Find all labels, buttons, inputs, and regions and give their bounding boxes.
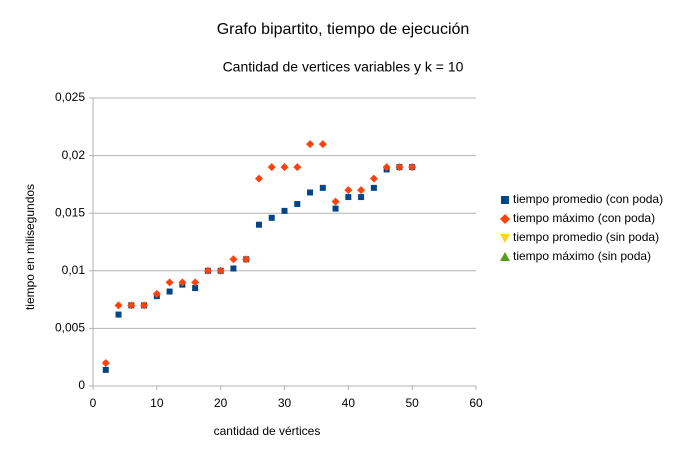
data-point <box>369 174 378 183</box>
data-point <box>395 163 404 172</box>
y-tick-label: 0 <box>78 378 85 392</box>
legend-label: tiempo promedio (sin poda) <box>513 230 659 244</box>
data-point <box>268 214 275 221</box>
x-axis-label: cantidad de vértices <box>214 424 321 438</box>
y-tick-label: 0,015 <box>55 205 85 219</box>
legend-marker <box>500 252 510 261</box>
data-point <box>357 186 366 195</box>
data-point <box>307 189 314 196</box>
data-point <box>115 311 122 318</box>
data-point <box>280 163 289 172</box>
legend-marker <box>500 234 510 243</box>
x-tick-label: 50 <box>405 396 419 410</box>
legend-label: tiempo máximo (con poda) <box>513 211 655 225</box>
y-tick-label: 0,025 <box>55 90 85 104</box>
legend-label: tiempo máximo (sin poda) <box>513 249 651 263</box>
x-tick-label: 0 <box>90 396 97 410</box>
data-point <box>294 200 301 207</box>
data-point <box>254 174 263 183</box>
y-tick-label: 0,01 <box>62 263 86 277</box>
data-point <box>408 163 417 172</box>
legend-marker <box>501 196 509 204</box>
data-point <box>242 255 251 264</box>
data-point <box>165 278 174 287</box>
x-tick-label: 30 <box>278 396 292 410</box>
data-point <box>319 184 326 191</box>
y-tick-label: 0,005 <box>55 321 85 335</box>
data-point <box>127 301 136 310</box>
data-point <box>332 205 339 212</box>
y-axis-label: tiempo en milisegundos <box>23 184 37 310</box>
data-point <box>152 289 161 298</box>
x-tick-label: 40 <box>342 396 356 410</box>
data-point <box>203 266 212 275</box>
x-tick-label: 60 <box>469 396 483 410</box>
data-point <box>358 194 365 201</box>
data-point <box>216 266 225 275</box>
data-point <box>345 194 352 201</box>
data-point <box>191 278 200 287</box>
data-point <box>370 184 377 191</box>
y-tick-label: 0,02 <box>62 148 86 162</box>
x-tick-label: 10 <box>150 396 164 410</box>
data-point <box>281 207 288 214</box>
legend-marker <box>500 214 510 224</box>
data-point <box>267 163 276 172</box>
data-point <box>192 285 199 292</box>
data-point <box>178 278 187 287</box>
data-point <box>166 288 173 295</box>
x-tick-label: 20 <box>214 396 228 410</box>
chart-subtitle: Cantidad de vertices variables y k = 10 <box>223 59 464 75</box>
data-point <box>293 163 302 172</box>
data-point <box>230 265 237 272</box>
chart-title: Grafo bipartito, tiempo de ejecución <box>217 21 470 38</box>
data-point <box>331 197 340 206</box>
data-point <box>382 163 391 172</box>
data-point <box>140 301 149 310</box>
data-point <box>318 140 327 149</box>
legend-label: tiempo promedio (con poda) <box>513 192 663 206</box>
data-point <box>102 366 109 373</box>
data-point <box>344 186 353 195</box>
data-point <box>229 255 238 264</box>
data-point <box>114 301 123 310</box>
data-point <box>101 358 110 367</box>
data-point <box>255 221 262 228</box>
data-point <box>306 140 315 149</box>
